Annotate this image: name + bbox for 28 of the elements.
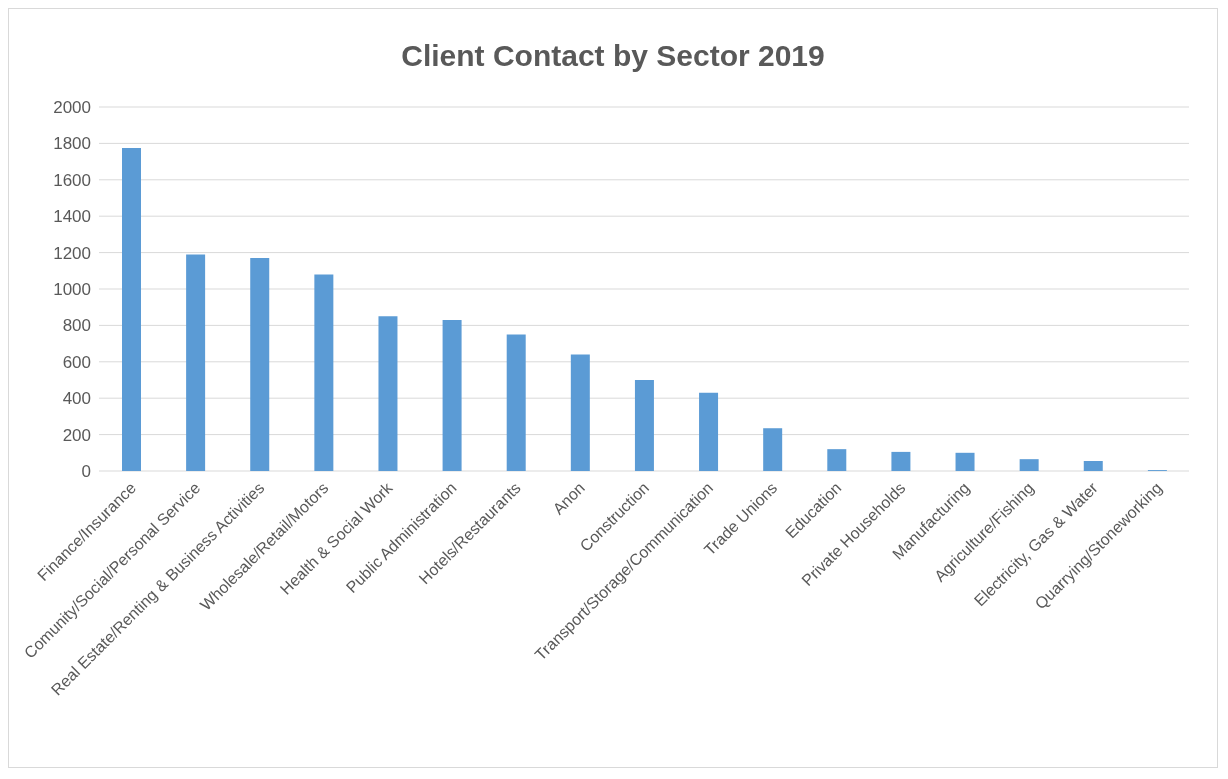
y-tick-label: 800 — [62, 316, 91, 336]
y-tick-label: 400 — [62, 389, 91, 409]
bar — [442, 319, 462, 471]
bar — [763, 428, 783, 471]
bar — [699, 392, 719, 471]
y-tick-label: 1000 — [53, 280, 91, 300]
bar — [827, 449, 847, 471]
bar — [506, 334, 526, 471]
bar — [250, 258, 270, 471]
y-tick-label: 1200 — [53, 243, 91, 263]
bar — [570, 354, 590, 471]
y-tick-label: 1400 — [53, 207, 91, 227]
bar — [314, 274, 334, 471]
bar — [122, 147, 141, 471]
y-tick-label: 200 — [62, 425, 91, 445]
y-tick-label: 600 — [62, 352, 91, 372]
y-tick-label: 1800 — [53, 134, 91, 154]
chart-title: Client Contact by Sector 2019 — [400, 38, 826, 74]
bar — [1083, 460, 1103, 471]
bar — [634, 380, 654, 471]
y-tick-label: 0 — [81, 462, 91, 482]
bar — [891, 451, 911, 471]
bar — [1019, 459, 1039, 471]
y-tick-label: 2000 — [53, 98, 91, 118]
bar — [378, 316, 398, 471]
y-tick-label: 1600 — [53, 170, 91, 190]
bar — [186, 254, 206, 471]
bar — [955, 452, 975, 471]
